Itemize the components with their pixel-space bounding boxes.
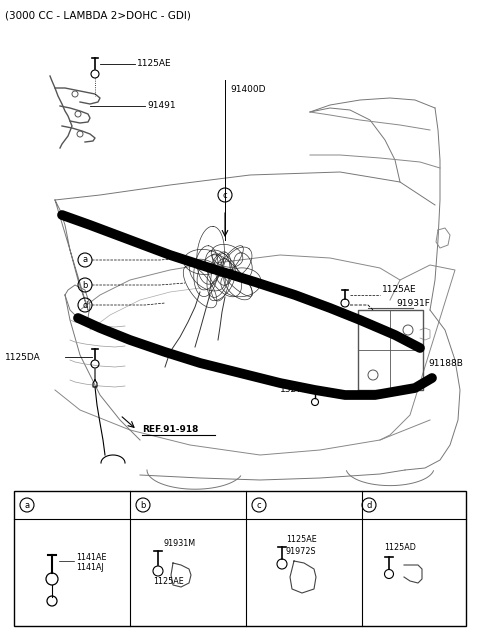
Text: b: b bbox=[82, 280, 88, 289]
Text: d: d bbox=[366, 501, 372, 509]
Text: 1141AE: 1141AE bbox=[76, 553, 107, 562]
Text: REF.91-918: REF.91-918 bbox=[142, 425, 198, 434]
Text: b: b bbox=[140, 501, 146, 509]
Text: 1125AE: 1125AE bbox=[382, 286, 417, 294]
Text: (3000 CC - LAMBDA 2>DOHC - GDI): (3000 CC - LAMBDA 2>DOHC - GDI) bbox=[5, 11, 191, 21]
Text: 1125AE: 1125AE bbox=[286, 534, 317, 544]
Text: 91972S: 91972S bbox=[286, 546, 317, 555]
Text: 1141AJ: 1141AJ bbox=[76, 562, 104, 572]
Text: 91491: 91491 bbox=[147, 102, 176, 111]
Text: c: c bbox=[257, 501, 261, 509]
Text: 1125DA: 1125DA bbox=[5, 352, 41, 361]
Text: 1125AE: 1125AE bbox=[137, 60, 172, 69]
Text: 91931F: 91931F bbox=[396, 298, 430, 307]
Text: a: a bbox=[24, 501, 30, 509]
Text: 1327AC: 1327AC bbox=[280, 385, 315, 394]
Text: 91400D: 91400D bbox=[230, 85, 265, 95]
Text: 1125AE: 1125AE bbox=[153, 576, 184, 586]
Text: d: d bbox=[82, 300, 88, 310]
Text: 91931M: 91931M bbox=[163, 539, 195, 548]
Bar bbox=[14, 491, 466, 626]
Text: c: c bbox=[223, 191, 228, 200]
Text: 91188B: 91188B bbox=[428, 359, 463, 368]
Text: 1125AD: 1125AD bbox=[384, 543, 416, 551]
Text: a: a bbox=[83, 256, 87, 265]
